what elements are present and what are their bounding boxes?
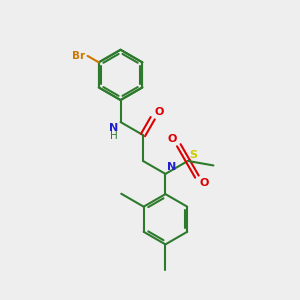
Text: N: N	[167, 162, 176, 172]
Text: Br: Br	[72, 51, 85, 61]
Text: O: O	[154, 107, 164, 117]
Text: O: O	[168, 134, 177, 144]
Text: N: N	[109, 123, 118, 133]
Text: H: H	[110, 131, 118, 142]
Text: O: O	[199, 178, 209, 188]
Text: S: S	[189, 150, 197, 160]
